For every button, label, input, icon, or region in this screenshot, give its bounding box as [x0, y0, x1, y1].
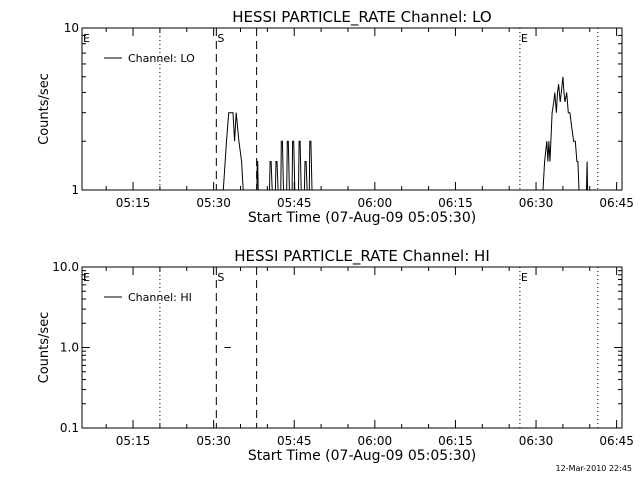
x-tick-label: 05:15 — [116, 434, 151, 448]
x-tick-label: 05:15 — [116, 196, 151, 210]
y-tick-label: 10.0 — [52, 260, 79, 274]
x-tick-label: 06:00 — [358, 196, 393, 210]
x-tick-label: 06:15 — [438, 196, 473, 210]
marker-label: E — [521, 32, 528, 45]
x-tick-label: 05:30 — [196, 434, 231, 448]
x-axis-label: Start Time (07-Aug-09 05:05:30) — [248, 210, 476, 226]
marker-label: E — [83, 271, 90, 284]
y-tick-label: 1.0 — [60, 341, 79, 355]
legend-label: Channel: HI — [128, 291, 192, 304]
marker-label: S — [217, 32, 224, 45]
y-tick-label: 1 — [71, 183, 79, 197]
y-axis-label: Counts/sec — [37, 312, 52, 384]
y-tick-label: 0.1 — [60, 421, 79, 435]
chart-title: HESSI PARTICLE_RATE Channel: HI — [234, 247, 490, 266]
legend-label: Channel: LO — [128, 52, 195, 65]
panel-hi-channel: HESSI PARTICLE_RATE Channel: HI 05:15 05:3… — [37, 247, 634, 464]
marker-label: E — [521, 271, 528, 284]
footer-timestamp: 12-Mar-2010 22:45 — [555, 464, 633, 473]
x-tick-label: 06:00 — [358, 434, 393, 448]
x-tick-label: 05:45 — [277, 434, 312, 448]
marker-label: E — [83, 32, 90, 45]
x-tick-label: 06:30 — [519, 434, 554, 448]
x-tick-label: 06:45 — [599, 196, 634, 210]
y-tick-label: 10 — [64, 21, 79, 35]
x-axis-label: Start Time (07-Aug-09 05:05:30) — [248, 448, 476, 464]
x-tick-label: 05:45 — [277, 196, 312, 210]
marker-label: S — [217, 271, 224, 284]
x-tick-label: 06:45 — [599, 434, 634, 448]
y-axis-label: Counts/sec — [37, 73, 52, 145]
series-line-channel-lo — [222, 76, 589, 191]
chart-title: HESSI PARTICLE_RATE Channel: LO — [232, 8, 491, 27]
panel-lo-channel: HESSI PARTICLE_RATE Channel: LO 05:15 05:3… — [37, 8, 634, 226]
x-tick-label: 06:15 — [438, 434, 473, 448]
x-tick-label: 05:30 — [196, 196, 231, 210]
x-tick-label: 06:30 — [519, 196, 554, 210]
